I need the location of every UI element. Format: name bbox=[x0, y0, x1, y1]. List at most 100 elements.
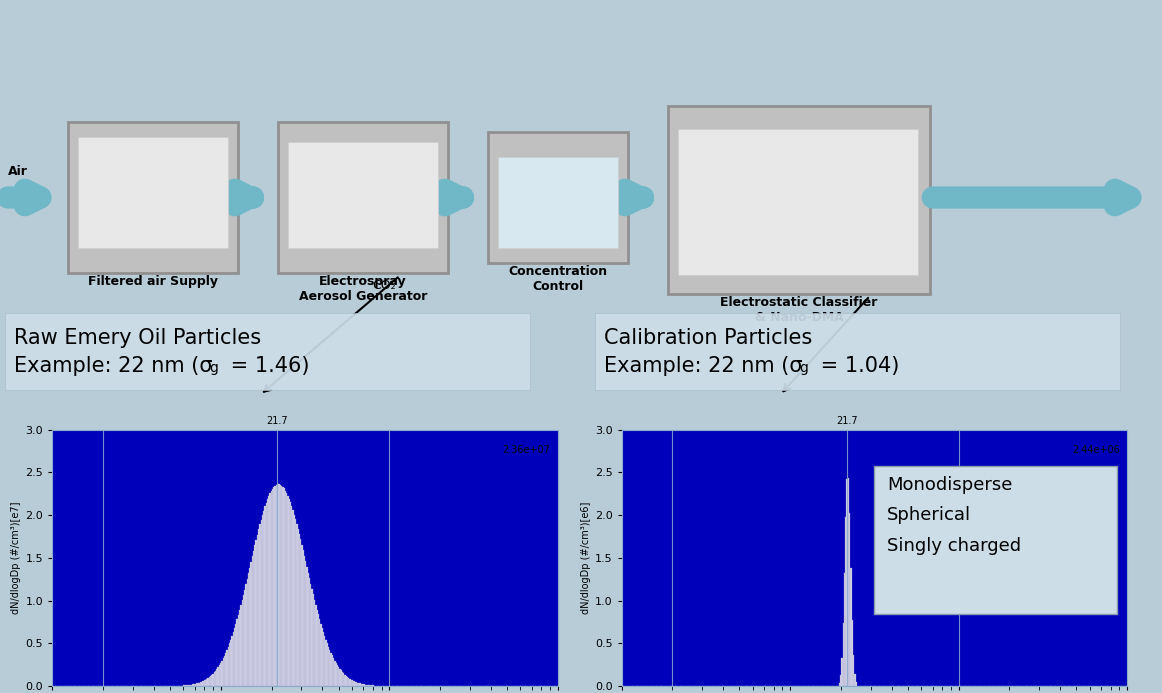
Bar bbox=[286, 493, 287, 686]
Bar bbox=[333, 660, 336, 686]
Bar bbox=[846, 480, 848, 686]
Bar bbox=[290, 506, 293, 686]
FancyBboxPatch shape bbox=[874, 466, 1117, 614]
Bar bbox=[356, 682, 357, 686]
Bar bbox=[332, 658, 335, 686]
Text: Monodisperse
Spherical
Singly charged: Monodisperse Spherical Singly charged bbox=[887, 476, 1021, 555]
Bar bbox=[313, 595, 314, 686]
Text: 21.7: 21.7 bbox=[835, 416, 858, 426]
Bar bbox=[78, 137, 228, 248]
Bar bbox=[364, 685, 365, 686]
Bar bbox=[315, 605, 316, 686]
Bar bbox=[367, 685, 368, 686]
FancyBboxPatch shape bbox=[595, 313, 1120, 390]
Bar bbox=[677, 129, 918, 276]
Bar bbox=[308, 572, 309, 686]
Bar bbox=[193, 684, 195, 686]
Bar bbox=[211, 675, 213, 686]
Bar bbox=[248, 573, 250, 686]
Bar bbox=[361, 684, 364, 686]
Bar bbox=[302, 550, 304, 686]
Bar bbox=[202, 681, 203, 686]
FancyBboxPatch shape bbox=[5, 313, 530, 390]
Text: Electrospray
Aerosol Generator: Electrospray Aerosol Generator bbox=[299, 276, 428, 304]
Bar bbox=[229, 643, 230, 686]
Bar bbox=[339, 669, 340, 686]
Bar bbox=[297, 529, 299, 686]
Bar bbox=[358, 683, 359, 686]
Bar bbox=[300, 539, 301, 686]
FancyBboxPatch shape bbox=[278, 121, 449, 274]
Bar bbox=[192, 685, 194, 686]
Bar bbox=[324, 636, 325, 686]
Bar bbox=[855, 683, 856, 686]
Bar bbox=[263, 511, 265, 686]
Bar bbox=[254, 545, 256, 686]
Bar bbox=[242, 600, 243, 686]
Bar bbox=[237, 620, 238, 686]
Bar bbox=[366, 685, 367, 686]
Bar bbox=[354, 682, 356, 686]
Bar bbox=[329, 649, 330, 686]
Bar bbox=[853, 656, 854, 686]
Text: Electrostatic Classifier
& Nano-DMA: Electrostatic Classifier & Nano-DMA bbox=[720, 296, 877, 324]
Bar bbox=[847, 477, 849, 686]
Bar bbox=[274, 486, 277, 686]
Bar bbox=[357, 683, 358, 686]
Bar bbox=[210, 676, 211, 686]
FancyBboxPatch shape bbox=[668, 106, 930, 294]
Bar bbox=[265, 507, 266, 686]
Bar bbox=[214, 672, 215, 686]
Bar bbox=[260, 520, 263, 686]
Bar bbox=[235, 624, 237, 686]
Bar bbox=[296, 524, 297, 686]
Bar bbox=[845, 517, 847, 686]
Bar bbox=[314, 599, 315, 686]
Text: Air: Air bbox=[8, 165, 28, 178]
Bar bbox=[230, 640, 231, 686]
Bar bbox=[191, 685, 193, 686]
Bar bbox=[343, 674, 344, 686]
Bar bbox=[266, 502, 267, 686]
Text: = 1.04): = 1.04) bbox=[815, 356, 899, 376]
Bar bbox=[353, 681, 354, 686]
Text: 2.36e+07: 2.36e+07 bbox=[502, 445, 550, 455]
Bar bbox=[215, 671, 216, 686]
Bar bbox=[322, 628, 323, 686]
Bar bbox=[246, 579, 249, 686]
Bar bbox=[196, 683, 198, 686]
Bar bbox=[224, 656, 225, 686]
Bar bbox=[223, 658, 224, 686]
Bar bbox=[294, 515, 295, 686]
Bar bbox=[337, 665, 338, 686]
Bar bbox=[216, 669, 217, 686]
Bar bbox=[347, 678, 350, 686]
Bar bbox=[316, 610, 318, 686]
Bar bbox=[275, 485, 278, 686]
Bar bbox=[231, 636, 232, 686]
Bar bbox=[842, 624, 844, 686]
Bar bbox=[198, 683, 199, 686]
Bar bbox=[185, 685, 186, 686]
Bar bbox=[243, 595, 244, 686]
Bar bbox=[256, 540, 257, 686]
Bar bbox=[278, 484, 280, 686]
Bar bbox=[342, 672, 343, 686]
Bar bbox=[346, 677, 349, 686]
FancyBboxPatch shape bbox=[69, 121, 238, 274]
Bar bbox=[225, 653, 227, 686]
Bar bbox=[365, 685, 366, 686]
Text: g: g bbox=[209, 361, 218, 376]
Bar bbox=[336, 663, 337, 686]
Text: 2.44e+06: 2.44e+06 bbox=[1071, 445, 1119, 455]
Bar bbox=[257, 534, 258, 686]
Bar bbox=[303, 556, 306, 686]
Bar bbox=[241, 605, 242, 686]
Text: 21.7: 21.7 bbox=[266, 416, 288, 426]
Text: Calibration Particles: Calibration Particles bbox=[604, 328, 812, 348]
Text: CO₂: CO₂ bbox=[372, 279, 395, 292]
Bar bbox=[285, 491, 286, 686]
Bar bbox=[201, 682, 202, 686]
Bar bbox=[288, 142, 438, 248]
Bar bbox=[344, 675, 345, 686]
